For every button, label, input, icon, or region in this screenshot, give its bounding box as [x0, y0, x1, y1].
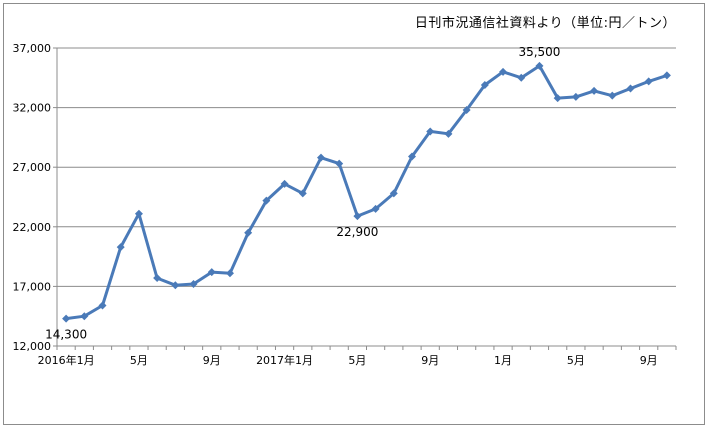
gridlines	[57, 47, 676, 287]
y-tick-label: 17,000	[13, 280, 52, 293]
data-point	[444, 129, 453, 138]
data-point	[244, 228, 253, 237]
data-point	[553, 94, 562, 103]
data-point	[662, 71, 671, 80]
y-tick-label: 32,000	[13, 102, 52, 115]
data-point	[408, 152, 417, 161]
y-tick-label: 12,000	[13, 340, 52, 353]
data-point	[462, 105, 471, 114]
data-point	[644, 77, 653, 86]
data-point	[62, 314, 71, 323]
data-label: 14,300	[45, 328, 87, 342]
data-point	[371, 204, 380, 213]
data-point	[189, 280, 198, 289]
data-point	[316, 153, 325, 162]
x-tick-label: 2016年1月	[38, 353, 95, 367]
chart-frame	[3, 3, 705, 425]
data-label: 35,500	[518, 45, 560, 59]
data-point	[116, 243, 125, 252]
data-point	[262, 196, 271, 205]
x-tick-label: 9月	[421, 354, 439, 367]
x-tick-label: 5月	[348, 354, 366, 367]
data-point	[590, 86, 599, 95]
x-tick-label: 5月	[130, 354, 148, 367]
data-point	[480, 80, 489, 89]
x-tick-label: 2017年1月	[256, 353, 313, 367]
data-point	[571, 92, 580, 101]
data-point	[298, 189, 307, 198]
data-point	[280, 179, 289, 188]
y-tick-label: 22,000	[13, 221, 52, 234]
data-point	[171, 281, 180, 290]
data-point	[98, 301, 107, 310]
x-tick-label: 9月	[203, 354, 221, 367]
data-label: 22,900	[336, 225, 378, 239]
y-tick-label: 27,000	[13, 161, 52, 174]
x-tick-label: 9月	[640, 354, 658, 367]
data-point	[353, 212, 362, 221]
data-point	[499, 67, 508, 76]
axes	[53, 47, 677, 350]
data-point	[389, 189, 398, 198]
series-markers	[62, 61, 671, 323]
data-point	[134, 209, 143, 218]
data-point	[626, 84, 635, 93]
series-line	[65, 64, 668, 321]
data-point	[335, 159, 344, 168]
data-point	[80, 312, 89, 321]
data-point	[535, 61, 544, 70]
x-tick-label: 1月	[494, 354, 512, 367]
y-tick-labels: 12,000 17,000 22,000 27,000 32,000 37,000	[13, 42, 52, 353]
source-note: 日刊市況通信社資料より（単位:円／トン）	[414, 16, 676, 31]
data-point	[207, 268, 216, 277]
y-tick-label: 37,000	[13, 42, 52, 55]
x-tick-labels: 2016年1月 5月 9月 2017年1月 5月 9月 1月 5月 9月	[38, 353, 658, 367]
data-labels: 14,300 22,900 35,500	[45, 45, 560, 342]
data-point	[517, 73, 526, 82]
series-line	[65, 64, 668, 321]
data-point	[153, 274, 162, 283]
data-point	[426, 127, 435, 136]
data-point	[225, 269, 234, 278]
data-point	[608, 91, 617, 100]
x-tick-label: 5月	[567, 354, 585, 367]
